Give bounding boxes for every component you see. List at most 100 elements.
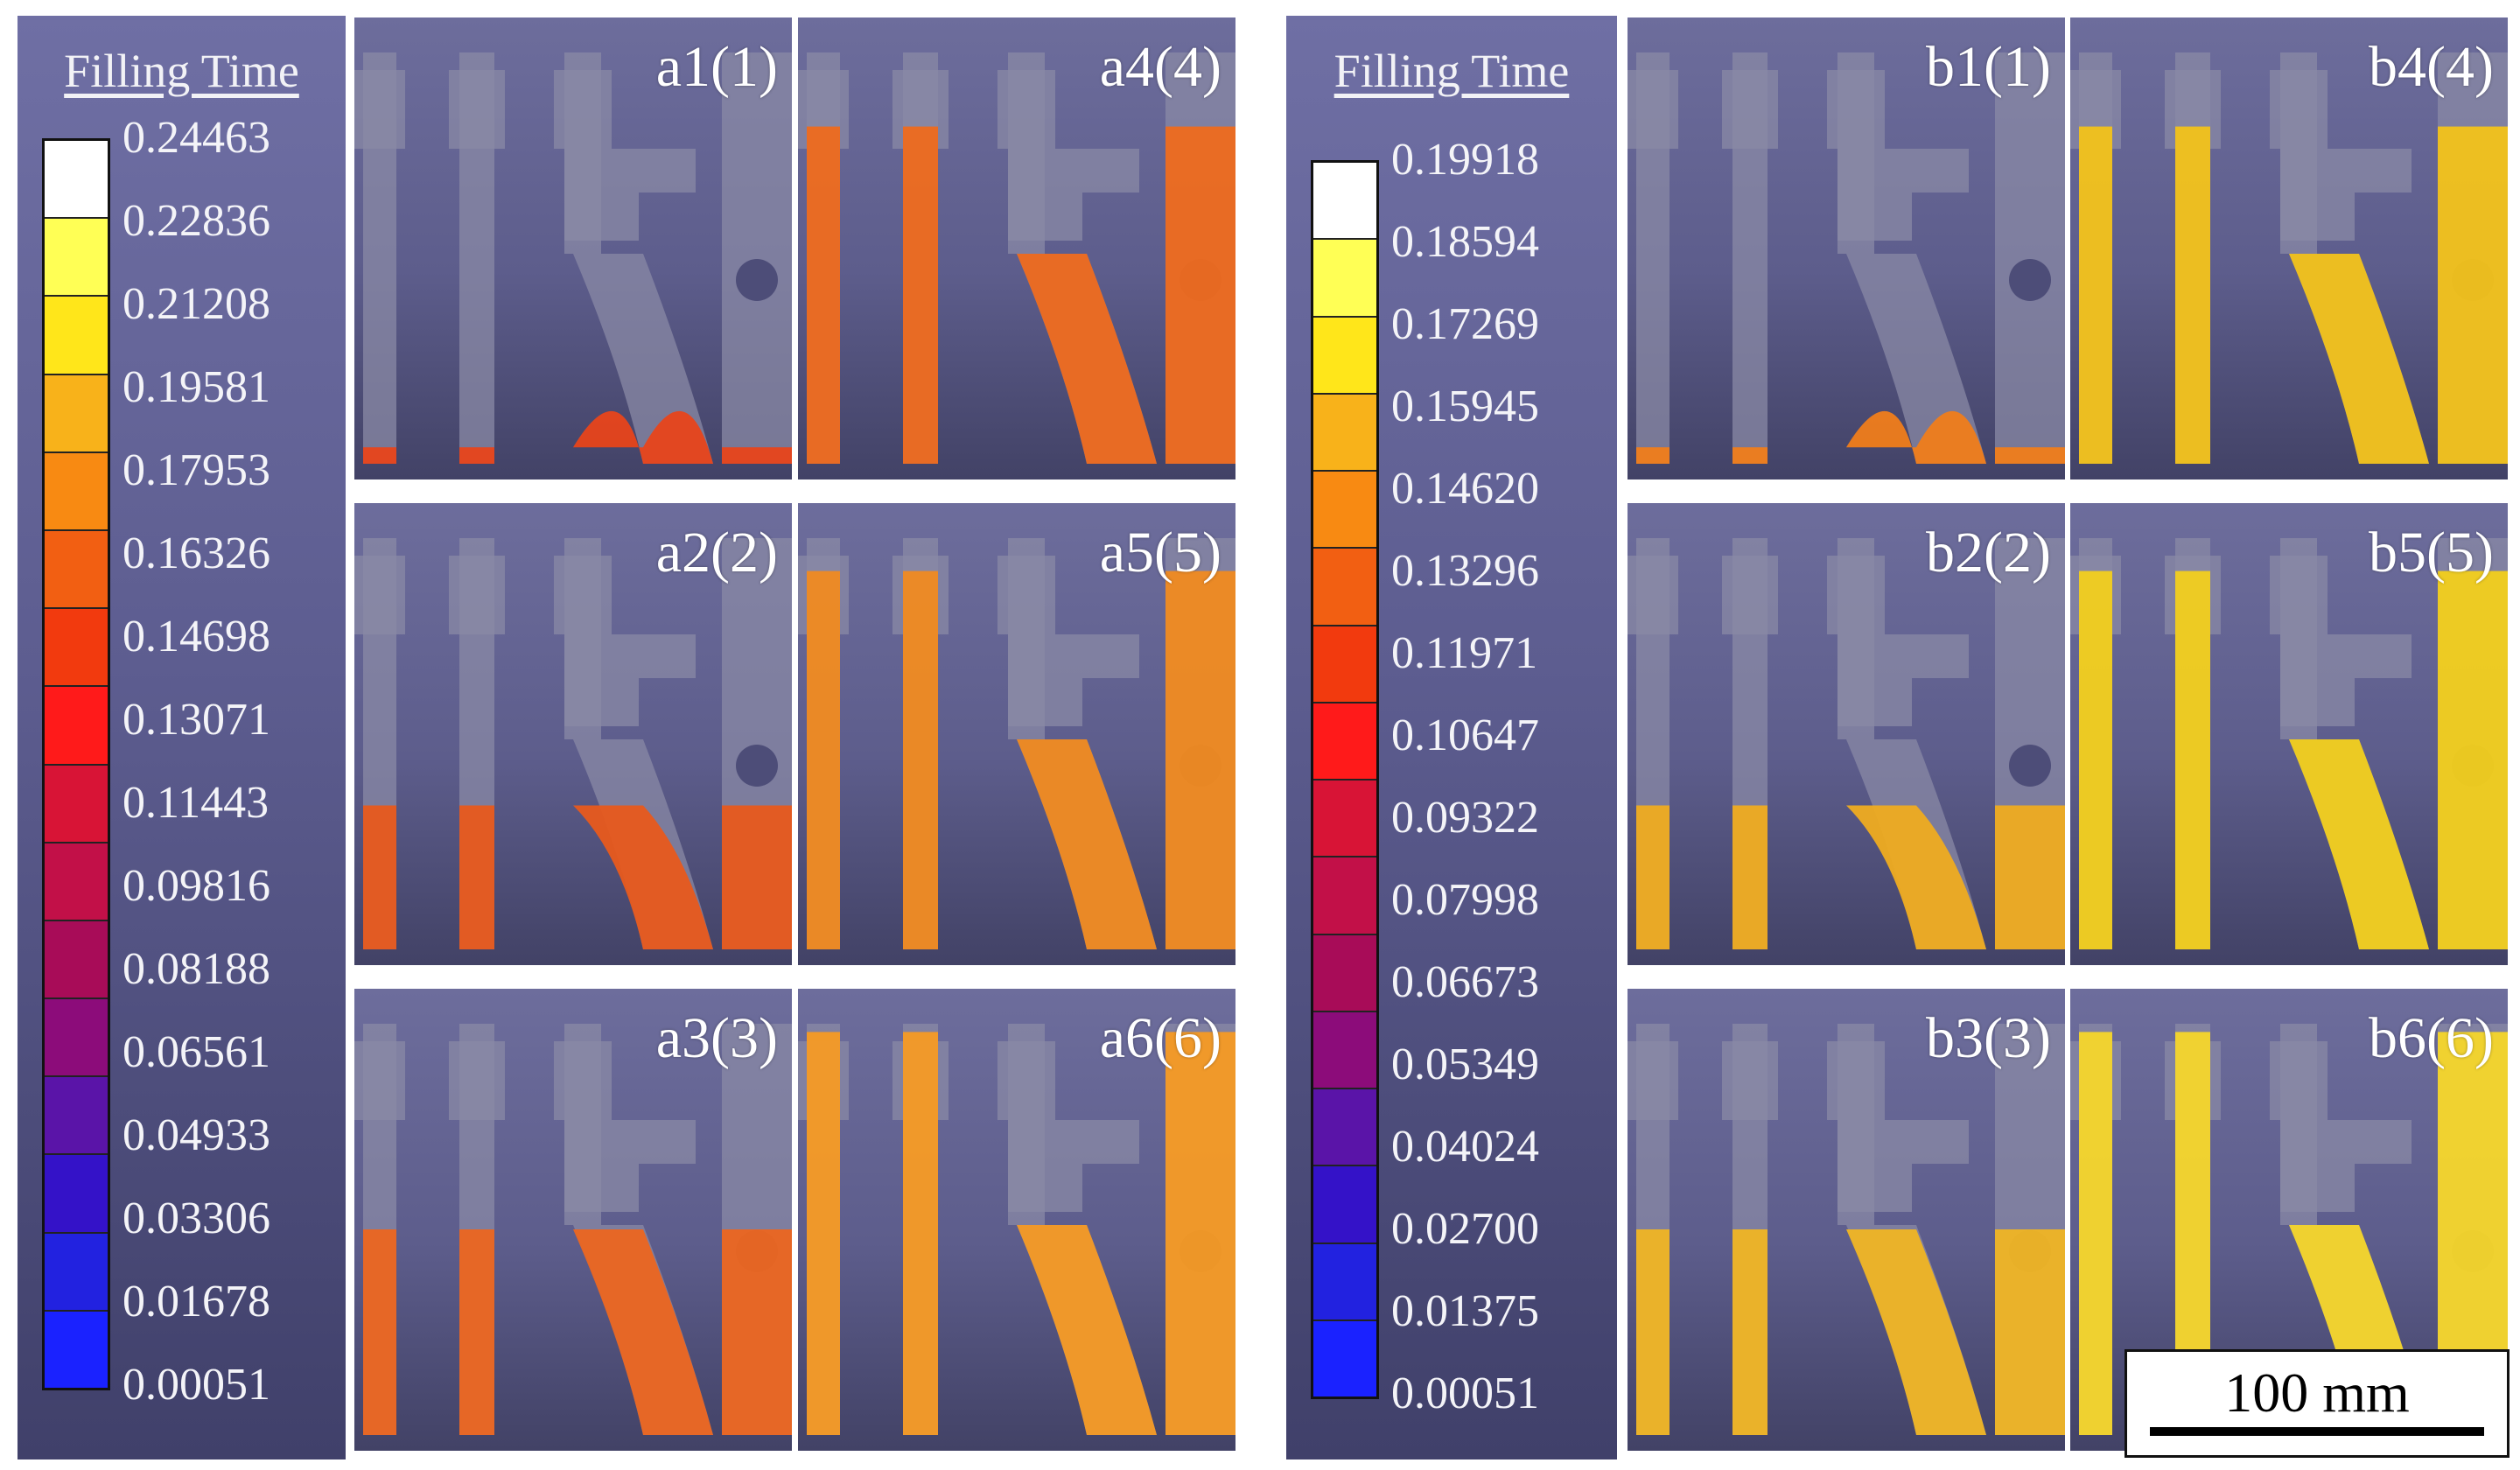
tick-label: 0.03306 — [122, 1194, 270, 1243]
mold-cavity-drawing — [2070, 538, 2508, 949]
tick-label: 0.15945 — [1391, 382, 1539, 431]
color-swatch — [1313, 626, 1376, 704]
color-swatch — [45, 219, 108, 298]
panel-label: a6(6) — [1099, 1006, 1222, 1070]
color-swatch — [1313, 317, 1376, 395]
mold-cavity-drawing — [354, 538, 792, 949]
tick-label: 0.18594 — [1391, 217, 1539, 267]
tick-label: 0.17269 — [1391, 299, 1539, 349]
mold-cavity-drawing — [1628, 52, 2065, 464]
color-swatch — [45, 1077, 108, 1156]
simulation-panel: b4(4) — [2070, 18, 2508, 480]
tick-label: 0.13296 — [1391, 546, 1539, 596]
color-swatch — [1313, 549, 1376, 626]
simulation-panel: a6(6) — [798, 989, 1236, 1451]
color-swatch — [45, 920, 108, 1000]
color-swatch — [45, 374, 108, 453]
color-swatch — [45, 141, 108, 220]
simulation-panel: b5(5) — [2070, 503, 2508, 965]
color-swatch — [1313, 394, 1376, 472]
mold-cavity-drawing — [798, 538, 1236, 949]
tick-label: 0.13071 — [122, 695, 270, 745]
tick-label: 0.10647 — [1391, 710, 1539, 760]
simulation-panel: a5(5) — [798, 503, 1236, 965]
tick-label: 0.04024 — [1391, 1122, 1539, 1172]
color-swatch — [45, 1311, 108, 1388]
color-swatch — [1313, 1320, 1376, 1396]
tick-label: 0.17953 — [122, 445, 270, 495]
mold-cavity-drawing — [798, 52, 1236, 464]
panel-label: a4(4) — [1099, 35, 1222, 99]
tick-label: 0.07998 — [1391, 875, 1539, 925]
tick-label: 0.01375 — [1391, 1286, 1539, 1336]
color-bar — [42, 138, 110, 1390]
mold-cavity-drawing — [2070, 52, 2508, 464]
color-swatch — [1313, 934, 1376, 1012]
color-swatch — [1313, 1012, 1376, 1089]
tick-label: 0.00051 — [122, 1360, 270, 1410]
simulation-panel: a3(3) — [354, 989, 792, 1451]
legend-ticks: 0.24463 0.22836 0.21208 0.19581 0.17953 0.163… — [122, 116, 346, 1408]
tick-label: 0.02700 — [1391, 1204, 1539, 1254]
color-swatch — [45, 530, 108, 610]
tick-label: 0.24463 — [122, 113, 270, 163]
tick-label: 0.14620 — [1391, 464, 1539, 514]
tick-label: 0.06561 — [122, 1027, 270, 1077]
legend-ticks: 0.19918 0.18594 0.17269 0.15945 0.14620 0.132… — [1391, 137, 1617, 1417]
tick-label: 0.00051 — [1391, 1368, 1539, 1418]
panel-label: a2(2) — [655, 521, 778, 584]
filling-time-legend: Filling Time 0.19918 0.18594 0.17269 0.1594… — [1286, 16, 1617, 1460]
legend-title: Filling Time — [64, 45, 299, 97]
panel-label: b4(4) — [2369, 35, 2494, 99]
tick-label: 0.14698 — [122, 612, 270, 662]
simulation-panel: b1(1) — [1628, 18, 2065, 480]
mold-cavity-drawing — [354, 52, 792, 464]
mold-cavity-drawing — [354, 1024, 792, 1435]
color-swatch — [1313, 780, 1376, 858]
tick-label: 0.11971 — [1391, 628, 1538, 678]
tick-label: 0.22836 — [122, 196, 270, 246]
panel-label: a1(1) — [655, 35, 778, 99]
color-swatch — [1313, 472, 1376, 550]
tick-label: 0.04933 — [122, 1110, 270, 1160]
filling-time-legend: Filling Time 0.24463 0.22836 0.21208 0.1958… — [18, 16, 346, 1460]
tick-label: 0.05349 — [1391, 1040, 1539, 1089]
color-swatch — [45, 1233, 108, 1312]
simulation-panel: b3(3) — [1628, 989, 2065, 1451]
mold-cavity-drawing — [798, 1024, 1236, 1435]
tick-label: 0.09322 — [1391, 793, 1539, 843]
color-bar — [1311, 160, 1379, 1399]
panel-label: b6(6) — [2369, 1006, 2494, 1070]
panel-label: b1(1) — [1926, 35, 2051, 99]
color-swatch — [1313, 1166, 1376, 1244]
panel-label: b2(2) — [1926, 521, 2051, 584]
color-swatch — [45, 765, 108, 844]
color-swatch — [1313, 163, 1376, 241]
panel-label: b3(3) — [1926, 1006, 2051, 1070]
color-swatch — [45, 843, 108, 921]
color-swatch — [45, 297, 108, 375]
tick-label: 0.01678 — [122, 1277, 270, 1326]
simulation-panel: a4(4) — [798, 18, 1236, 480]
color-swatch — [1313, 703, 1376, 780]
color-swatch — [45, 609, 108, 688]
mold-cavity-drawing — [1628, 538, 2065, 949]
color-swatch — [1313, 240, 1376, 318]
tick-label: 0.19581 — [122, 362, 270, 412]
simulation-panel: b2(2) — [1628, 503, 2065, 965]
simulation-panel: a1(1) — [354, 18, 792, 480]
panel-label: a3(3) — [655, 1006, 778, 1070]
color-swatch — [1313, 1089, 1376, 1167]
mold-cavity-drawing — [1628, 1024, 2065, 1435]
scale-bar-label: 100 mm — [2224, 1362, 2410, 1424]
tick-label: 0.11443 — [122, 778, 270, 828]
simulation-panel: a2(2) — [354, 503, 792, 965]
tick-label: 0.19918 — [1391, 135, 1539, 185]
legend-title: Filling Time — [1334, 45, 1570, 97]
panel-label: b5(5) — [2369, 521, 2494, 584]
color-swatch — [45, 452, 108, 531]
scale-bar-line — [2150, 1427, 2484, 1436]
simulation-group-a: Filling Time 0.24463 0.22836 0.21208 0.1958… — [0, 0, 1242, 1470]
color-swatch — [1313, 1243, 1376, 1321]
scale-bar: 100 mm — [2124, 1349, 2510, 1458]
